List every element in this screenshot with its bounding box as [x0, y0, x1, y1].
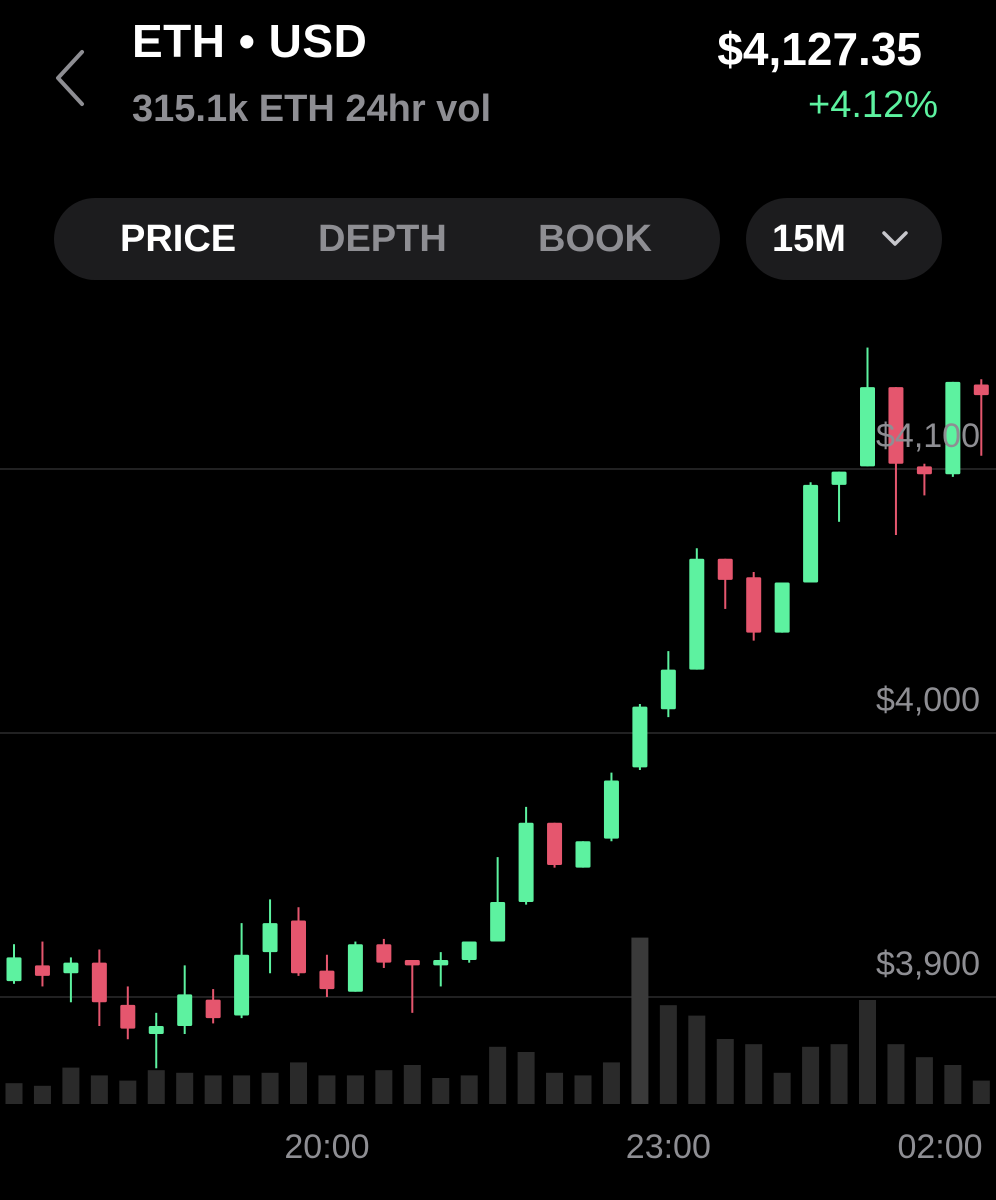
volume-bar: [489, 1046, 507, 1104]
volume-bar: [176, 1072, 194, 1104]
volume-bar: [802, 1046, 820, 1104]
volume-bar: [716, 1039, 734, 1104]
chevron-left-icon: [56, 50, 84, 106]
candle-body: [63, 962, 79, 974]
volume-bar: [631, 937, 649, 1104]
candle-body: [632, 706, 648, 768]
candle-body: [433, 960, 449, 966]
current-price: $4,127.35: [717, 23, 922, 75]
volume-bar: [432, 1078, 450, 1104]
candle-body: [262, 923, 278, 953]
candle-body: [6, 957, 22, 982]
y-axis-label: $4,000: [876, 681, 980, 719]
x-axis-label: 23:00: [626, 1128, 711, 1166]
candlestick-chart[interactable]: $4,100 $4,000 $3,900 20:00 23:00 02:00: [0, 300, 996, 1200]
candle-body: [860, 387, 875, 467]
candle-body: [660, 669, 676, 710]
candle-body: [490, 901, 506, 942]
candle-body: [689, 558, 705, 670]
volume-bar: [602, 1062, 620, 1104]
tab-book[interactable]: BOOK: [538, 218, 652, 260]
chevron-down-icon: [882, 231, 908, 246]
volume-bar: [119, 1080, 137, 1104]
volume-bar: [517, 1052, 535, 1104]
candle-body: [291, 920, 306, 974]
y-axis-label: $3,900: [876, 945, 980, 983]
volume-subtitle: 315.1k ETH 24hr vol: [132, 88, 492, 130]
interval-dropdown[interactable]: 15M: [746, 198, 942, 280]
candle-body: [746, 577, 762, 633]
candle-body: [120, 1004, 136, 1029]
candle-body: [404, 960, 420, 966]
candle-body: [831, 471, 847, 485]
volume-bar: [830, 1044, 848, 1104]
candle-body: [945, 381, 961, 475]
header: ETH • USD 315.1k ETH 24hr vol $4,127.35 …: [0, 0, 996, 180]
candle-body: [319, 970, 335, 990]
volume-bar: [688, 1015, 706, 1104]
candle-body: [547, 822, 563, 865]
volume-bar: [233, 1075, 251, 1104]
interval-label: 15M: [772, 218, 846, 260]
volume-bar: [261, 1072, 279, 1104]
pair-title: ETH • USD: [132, 15, 368, 67]
tab-price[interactable]: PRICE: [120, 218, 237, 260]
volume-bar: [147, 1070, 165, 1104]
candle-body: [347, 944, 363, 992]
candle-body: [34, 965, 50, 976]
candle-body: [603, 780, 619, 839]
candle-body: [234, 954, 250, 1016]
volume-bar: [318, 1075, 336, 1104]
volume-bar: [972, 1080, 990, 1104]
candle-body: [91, 962, 107, 1003]
volume-bar: [546, 1072, 564, 1104]
volume-bar: [659, 1005, 677, 1104]
volume-bar: [944, 1065, 962, 1104]
volume-bar: [403, 1065, 421, 1104]
chart-mode-tabs: PRICE DEPTH BOOK: [54, 198, 720, 280]
candle-body: [803, 484, 819, 583]
y-axis-label: $4,100: [876, 417, 980, 455]
candle-body: [973, 384, 989, 396]
price-change: +4.12%: [808, 84, 938, 126]
x-axis-label: 20:00: [284, 1128, 369, 1166]
volume-bar: [62, 1067, 80, 1104]
volume-bar: [33, 1085, 51, 1104]
candle-body: [916, 466, 932, 475]
volume-bar: [204, 1075, 222, 1104]
volume-bar: [290, 1062, 307, 1104]
volume-bar: [346, 1075, 364, 1104]
volume-bar: [915, 1057, 933, 1104]
candle-body: [148, 1026, 164, 1034]
candle-body: [461, 941, 477, 961]
volume-bar: [887, 1044, 905, 1104]
volume-bar: [375, 1070, 393, 1104]
volume-bar: [859, 1000, 876, 1104]
volume-bar: [5, 1083, 23, 1104]
x-axis-label: 02:00: [897, 1128, 982, 1166]
candle-body: [518, 822, 534, 902]
candle-body: [177, 994, 193, 1027]
volume-bar: [574, 1075, 592, 1104]
volume-bar: [460, 1075, 478, 1104]
tab-depth[interactable]: DEPTH: [318, 218, 447, 260]
candle-body: [376, 944, 392, 963]
volume-bar: [90, 1075, 108, 1104]
back-button[interactable]: [48, 46, 96, 110]
candle-body: [575, 841, 591, 868]
candle-body: [888, 387, 904, 464]
candle-body: [774, 582, 790, 633]
volume-bar: [745, 1044, 763, 1104]
volume-bar: [773, 1072, 791, 1104]
candle-body: [717, 558, 733, 580]
candle-body: [205, 999, 221, 1019]
